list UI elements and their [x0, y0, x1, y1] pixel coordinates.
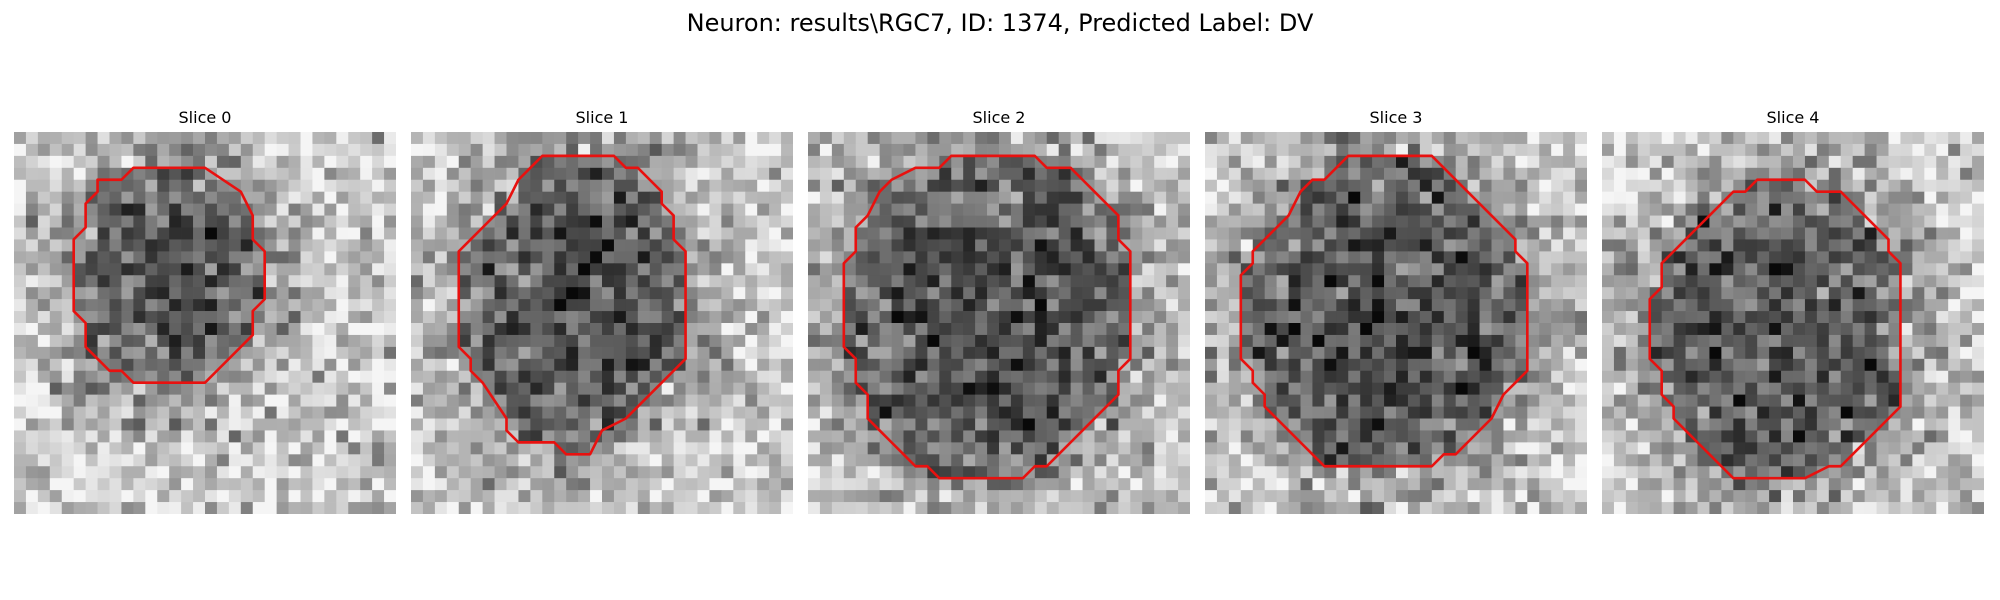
slice-image-2	[808, 132, 1190, 514]
slice-image-4	[1602, 132, 1984, 514]
neuron-contour	[72, 166, 267, 385]
pixel-grid	[411, 132, 793, 514]
neuron-contour	[1239, 154, 1529, 468]
slice-title-3: Slice 3	[1369, 108, 1423, 127]
neuron-contour	[457, 154, 687, 456]
slice-panel-0: Slice 0	[14, 108, 396, 514]
pixel-grid	[808, 132, 1190, 514]
slice-image-0	[14, 132, 396, 514]
slice-panel-4: Slice 4	[1602, 108, 1984, 514]
slice-image-3	[1205, 132, 1587, 514]
slice-panel-3: Slice 3	[1205, 108, 1587, 514]
slice-title-0: Slice 0	[178, 108, 232, 127]
slice-title-1: Slice 1	[575, 108, 629, 127]
neuron-contour	[1648, 178, 1902, 480]
slice-title-2: Slice 2	[972, 108, 1026, 127]
slice-title-4: Slice 4	[1766, 108, 1820, 127]
slice-panel-1: Slice 1	[411, 108, 793, 514]
figure-title: Neuron: results\RGC7, ID: 1374, Predicte…	[686, 9, 1314, 37]
pixel-grid	[1602, 132, 1984, 514]
pixel-grid	[1205, 132, 1587, 514]
slice-panel-2: Slice 2	[808, 108, 1190, 514]
pixel-grid	[14, 132, 396, 514]
neuron-contour	[842, 154, 1132, 480]
slice-image-1	[411, 132, 793, 514]
